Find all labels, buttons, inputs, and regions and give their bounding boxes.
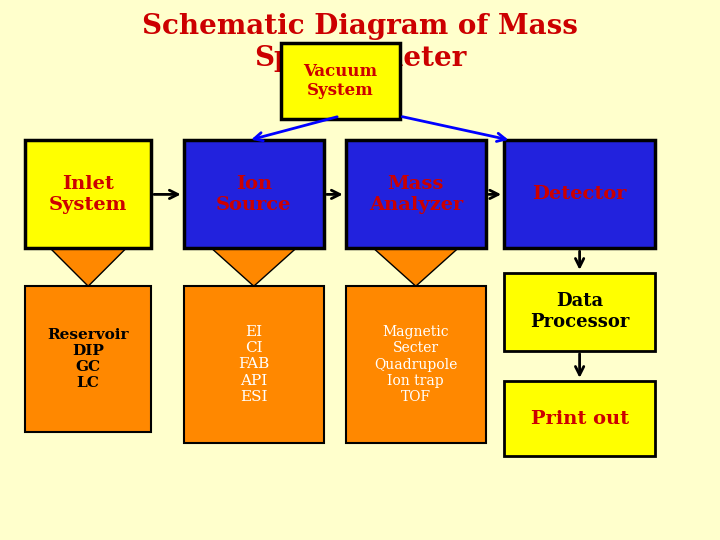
FancyBboxPatch shape — [346, 286, 486, 443]
Text: Magnetic
Secter
Quadrupole
Ion trap
TOF: Magnetic Secter Quadrupole Ion trap TOF — [374, 325, 457, 404]
Text: Print out: Print out — [531, 409, 629, 428]
FancyBboxPatch shape — [184, 140, 324, 248]
FancyBboxPatch shape — [184, 286, 324, 443]
FancyBboxPatch shape — [504, 273, 655, 351]
Text: Ion
Source: Ion Source — [216, 175, 292, 214]
Text: Data
Processor: Data Processor — [530, 293, 629, 331]
FancyBboxPatch shape — [504, 140, 655, 248]
Text: EI
CI
FAB
API
ESI: EI CI FAB API ESI — [238, 325, 269, 404]
Text: Reservoir
DIP
GC
LC: Reservoir DIP GC LC — [48, 328, 129, 390]
FancyBboxPatch shape — [346, 140, 486, 248]
FancyBboxPatch shape — [281, 43, 400, 119]
Text: Mass
Analyzer: Mass Analyzer — [369, 175, 463, 214]
FancyBboxPatch shape — [25, 286, 151, 432]
Text: Vacuum
System: Vacuum System — [303, 63, 377, 99]
Polygon shape — [374, 248, 458, 286]
Polygon shape — [212, 248, 296, 286]
Text: Inlet
System: Inlet System — [49, 175, 127, 214]
Text: Schematic Diagram of Mass
Spectrometer: Schematic Diagram of Mass Spectrometer — [142, 14, 578, 72]
FancyBboxPatch shape — [504, 381, 655, 456]
FancyBboxPatch shape — [25, 140, 151, 248]
Polygon shape — [50, 248, 126, 286]
Text: Detector: Detector — [532, 185, 627, 204]
